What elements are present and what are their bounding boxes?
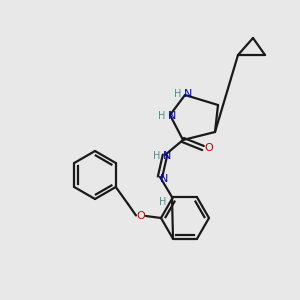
Text: N: N <box>163 151 171 161</box>
Text: N: N <box>160 174 168 184</box>
Text: O: O <box>205 143 213 153</box>
Text: H: H <box>153 151 161 161</box>
Text: N: N <box>168 111 176 121</box>
Text: O: O <box>136 211 146 221</box>
Text: N: N <box>184 89 192 99</box>
Text: H: H <box>158 111 166 121</box>
Text: H: H <box>159 197 167 207</box>
Text: H: H <box>174 89 182 99</box>
